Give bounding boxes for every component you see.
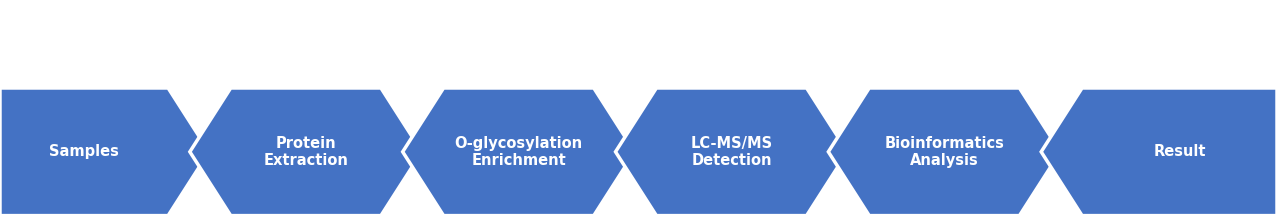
Text: Protein
Extraction: Protein Extraction <box>263 136 349 168</box>
Polygon shape <box>0 88 209 216</box>
Polygon shape <box>190 88 421 216</box>
Polygon shape <box>1041 88 1277 216</box>
Text: Samples: Samples <box>49 144 119 159</box>
Polygon shape <box>402 88 635 216</box>
Text: LC-MS/MS
Detection: LC-MS/MS Detection <box>691 136 773 168</box>
Polygon shape <box>829 88 1060 216</box>
Text: Bioinformatics
Analysis: Bioinformatics Analysis <box>885 136 1004 168</box>
Text: Result: Result <box>1153 144 1205 159</box>
Text: O-glycosylation
Enrichment: O-glycosylation Enrichment <box>455 136 582 168</box>
Polygon shape <box>616 88 848 216</box>
